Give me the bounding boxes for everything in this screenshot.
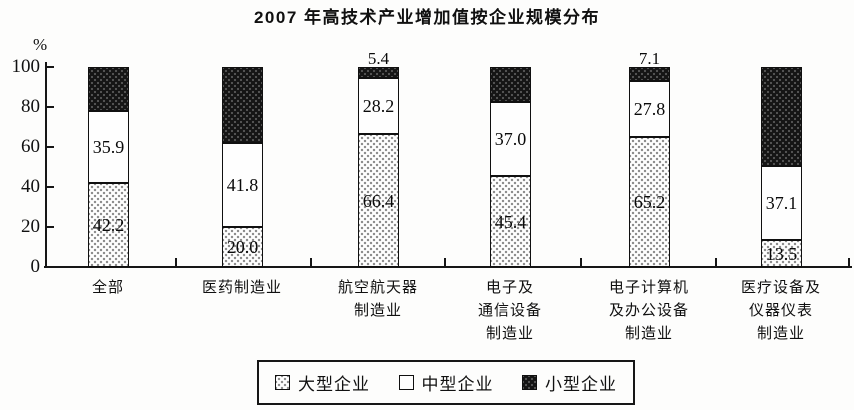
legend-label-2: 中型企业 — [421, 375, 494, 394]
x-tick-mark-3 — [444, 258, 446, 267]
bar-4: 45.4 37.0 — [490, 67, 531, 267]
category-label-line: 仪器仪表 — [748, 303, 813, 319]
y-tick-label-0: 0 — [30, 256, 41, 277]
bar-1-small-segment — [88, 67, 129, 111]
category-label-line: 通信设备 — [477, 303, 542, 319]
category-label-line: 医疗设备及 — [740, 280, 821, 296]
y-tick-mark-20 — [46, 226, 54, 228]
legend-item-2: 中型企业 — [398, 370, 494, 395]
x-tick-mark-1 — [175, 258, 177, 267]
bar-5-large-segment: 65.2 — [629, 136, 670, 267]
y-tick-mark-80 — [46, 106, 54, 108]
category-label-3: 航空航天器 制造业 — [303, 277, 453, 323]
bar-5-medium-segment: 27.8 — [629, 81, 670, 137]
bar-2-small-segment — [222, 67, 263, 144]
bar-1-large-value: 42.2 — [92, 214, 125, 235]
bar-5-large-value: 65.2 — [633, 191, 666, 212]
category-label-line: 及办公设备 — [608, 303, 689, 319]
y-tick-label-20: 20 — [21, 216, 40, 237]
x-tick-mark-4 — [580, 258, 582, 267]
bar-5: 65.2 27.8 7.1 — [629, 50, 670, 267]
bar-6-large-value: 13.5 — [765, 243, 798, 264]
chart-title: 2007 年高技术产业增加值按企业规模分布 — [253, 8, 601, 27]
category-label-6: 医疗设备及仪器仪表制造业 — [706, 277, 854, 346]
y-tick-label-40: 40 — [21, 176, 40, 197]
bar-6: 13.5 37.1 — [761, 67, 802, 267]
bar-4-large-segment: 45.4 — [490, 176, 531, 267]
bar-3-small-value: 5.4 — [367, 49, 390, 68]
bar-3-large-segment: 66.4 — [358, 134, 399, 267]
bar-2: 20.0 41.8 — [222, 67, 263, 267]
category-label-line: 制造业 — [756, 326, 805, 342]
y-tick-mark-60 — [46, 146, 54, 148]
bar-6-medium-value: 37.1 — [765, 192, 798, 213]
category-label-line: 全部 — [91, 280, 124, 296]
bar-5-small-segment — [629, 67, 670, 81]
y-axis-unit-label: % — [33, 35, 48, 54]
bar-3-large-value: 66.4 — [362, 190, 395, 211]
x-tick-mark-6 — [848, 258, 850, 267]
bar-3-small-segment — [358, 67, 399, 78]
y-axis-line — [45, 62, 47, 268]
legend-box: 大型企业 中型企业 小型企业 — [257, 360, 635, 405]
bar-4-small-segment — [490, 67, 531, 103]
bar-3-medium-value: 28.2 — [362, 95, 395, 116]
bar-4-large-value: 45.4 — [494, 211, 527, 232]
bar-5-medium-value: 27.8 — [633, 98, 666, 119]
y-tick-label-80: 80 — [21, 96, 40, 117]
category-label-line: 航空航天器 — [337, 280, 418, 296]
bar-5-small-value: 7.1 — [638, 49, 661, 68]
bar-1-medium-value: 35.9 — [92, 136, 125, 157]
bar-1: 42.2 35.9 — [88, 67, 129, 267]
category-label-1: 全部 — [33, 277, 183, 300]
legend-label-3: 小型企业 — [545, 375, 617, 394]
bar-1-medium-segment: 35.9 — [88, 110, 129, 183]
bar-6-large-segment: 13.5 — [761, 240, 802, 267]
bar-3: 66.4 28.2 5.4 — [358, 50, 399, 267]
bar-6-medium-segment: 37.1 — [761, 165, 802, 240]
y-tick-label-60: 60 — [21, 136, 40, 157]
category-label-line: 电子及 — [485, 280, 534, 296]
category-label-5: 电子计算机及办公设备制造业 — [574, 277, 724, 346]
legend-label-1: 大型企业 — [298, 375, 370, 394]
legend-item-3: 小型企业 — [522, 370, 617, 395]
bar-4-medium-value: 37.0 — [494, 129, 527, 150]
bar-2-large-value: 20.0 — [226, 237, 259, 257]
category-label-line: 制造业 — [485, 326, 534, 342]
y-tick-label-100: 100 — [11, 56, 41, 77]
dark-pattern-swatch — [522, 375, 537, 390]
bar-2-medium-value: 41.8 — [226, 175, 259, 196]
white-pattern-swatch — [398, 375, 414, 390]
bar-2-large-segment: 20.0 — [222, 227, 263, 267]
category-label-line: 制造业 — [353, 303, 402, 319]
bar-4-medium-segment: 37.0 — [490, 102, 531, 177]
bar-6-small-segment — [761, 67, 802, 166]
x-tick-mark-5 — [715, 258, 717, 267]
bar-2-medium-segment: 41.8 — [222, 143, 263, 227]
x-axis-line — [44, 266, 852, 268]
bar-3-medium-segment: 28.2 — [358, 77, 399, 135]
y-tick-mark-40 — [46, 186, 54, 188]
category-label-line: 医药制造业 — [201, 280, 282, 296]
y-tick-mark-100 — [46, 66, 54, 68]
dotted-pattern-swatch — [275, 375, 290, 390]
category-label-line: 电子计算机 — [608, 280, 689, 296]
bar-1-large-segment: 42.2 — [88, 182, 129, 267]
legend-item-1: 大型企业 — [275, 370, 370, 395]
x-tick-mark-2 — [310, 258, 312, 267]
category-label-4: 电子及通信设备制造业 — [435, 277, 585, 346]
category-label-line: 制造业 — [624, 326, 673, 342]
category-label-2: 医药制造业 — [167, 277, 317, 300]
